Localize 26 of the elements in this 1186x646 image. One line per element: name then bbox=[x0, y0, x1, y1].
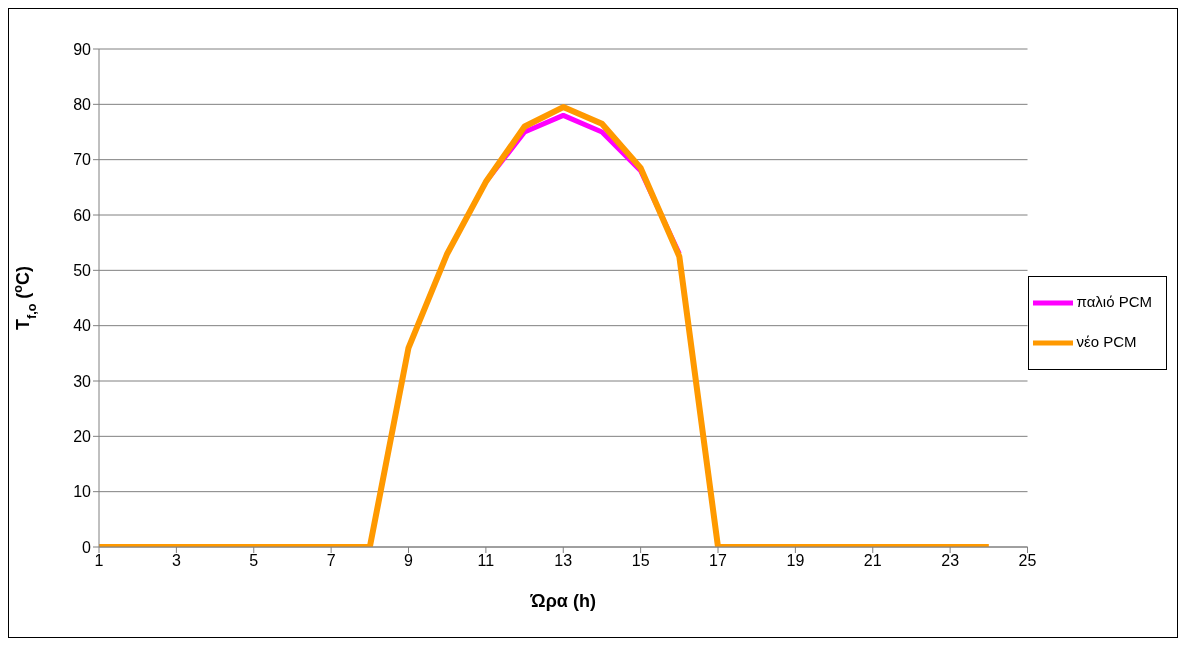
y-tick-label: 50 bbox=[73, 262, 92, 280]
y-tick-label: 70 bbox=[73, 151, 92, 169]
x-tick-label: 19 bbox=[786, 552, 805, 570]
x-tick-label: 25 bbox=[1018, 552, 1037, 570]
x-axis-title: Ώρα (h) bbox=[529, 591, 596, 611]
y-tick-label: 40 bbox=[73, 317, 92, 335]
x-tick-label: 3 bbox=[171, 552, 181, 570]
y-tick-label: 90 bbox=[73, 40, 92, 58]
x-tick-label: 11 bbox=[477, 552, 495, 570]
y-tick-label: 30 bbox=[73, 372, 92, 390]
x-tick-label: 5 bbox=[249, 552, 259, 570]
y-tick-label: 60 bbox=[73, 206, 92, 224]
x-tick-label: 13 bbox=[554, 552, 573, 570]
y-tick-label: 10 bbox=[73, 483, 92, 501]
y-tick-label: 0 bbox=[82, 538, 92, 556]
x-tick-label: 15 bbox=[631, 552, 650, 570]
x-tick-label: 21 bbox=[863, 552, 882, 570]
x-tick-label: 23 bbox=[941, 552, 960, 570]
x-tick-label: 17 bbox=[709, 552, 728, 570]
x-tick-label: 1 bbox=[94, 552, 104, 570]
y-tick-label: 20 bbox=[73, 428, 92, 446]
x-tick-label: 9 bbox=[404, 552, 414, 570]
x-tick-label: 7 bbox=[326, 552, 336, 570]
legend-label: νέο PCM bbox=[1076, 332, 1137, 350]
legend-label: παλιό PCM bbox=[1076, 292, 1152, 310]
y-tick-label: 80 bbox=[73, 96, 92, 114]
